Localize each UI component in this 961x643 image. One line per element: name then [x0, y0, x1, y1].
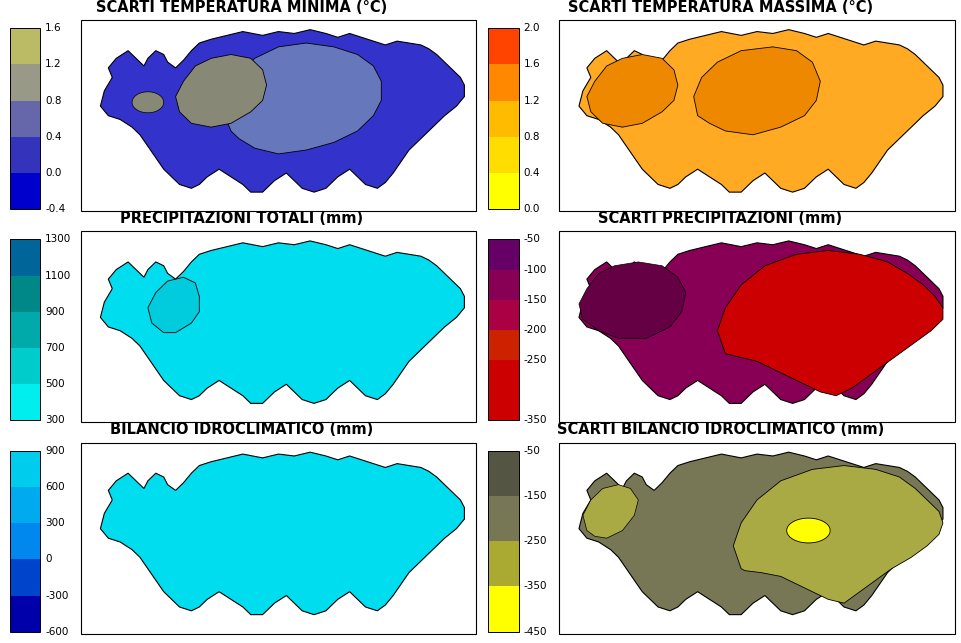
Title: SCARTI TEMPERATURA MASSIMA (°C): SCARTI TEMPERATURA MASSIMA (°C) [567, 0, 872, 15]
Text: 500: 500 [45, 379, 64, 389]
Bar [487, 28, 518, 209]
Text: -450: -450 [523, 627, 547, 637]
Bar [10, 276, 40, 312]
Text: 0.8: 0.8 [523, 132, 539, 142]
Text: 300: 300 [45, 415, 64, 426]
Text: -250: -250 [523, 355, 547, 365]
Bar [10, 451, 40, 487]
Bar [487, 451, 518, 631]
Bar [10, 451, 40, 631]
Bar [558, 20, 954, 212]
Text: 0.4: 0.4 [45, 132, 62, 142]
Bar [487, 586, 518, 631]
Bar [10, 100, 40, 137]
Bar [558, 442, 954, 634]
Text: 0.0: 0.0 [45, 168, 62, 178]
Text: -200: -200 [523, 325, 547, 335]
Text: 1.6: 1.6 [523, 59, 540, 69]
Title: BILANCIO IDROCLIMATICO (mm): BILANCIO IDROCLIMATICO (mm) [110, 422, 373, 437]
Text: 900: 900 [45, 446, 64, 456]
Bar [487, 239, 518, 269]
Title: SCARTI PRECIPITAZIONI (mm): SCARTI PRECIPITAZIONI (mm) [598, 211, 842, 226]
Bar [487, 173, 518, 209]
Bar [487, 64, 518, 100]
Text: -100: -100 [523, 264, 547, 275]
Text: 0.8: 0.8 [45, 96, 62, 105]
Bar [487, 100, 518, 137]
Bar [487, 137, 518, 173]
Bar [10, 348, 40, 385]
Bar [487, 239, 518, 421]
Bar [487, 269, 518, 300]
Bar [10, 64, 40, 100]
Title: SCARTI BILANCIO IDROCLIMATICO (mm): SCARTI BILANCIO IDROCLIMATICO (mm) [556, 422, 883, 437]
Text: 1.2: 1.2 [45, 59, 62, 69]
Text: 1.6: 1.6 [45, 23, 62, 33]
Title: PRECIPITAZIONI TOTALI (mm): PRECIPITAZIONI TOTALI (mm) [120, 211, 363, 226]
Text: -350: -350 [523, 581, 547, 592]
Bar [10, 239, 40, 421]
Bar [10, 239, 40, 276]
Text: 1300: 1300 [45, 235, 71, 244]
Bar [10, 385, 40, 421]
Text: -50: -50 [523, 235, 540, 244]
Text: 0.4: 0.4 [523, 168, 539, 178]
Bar [10, 28, 40, 209]
Text: -600: -600 [45, 627, 68, 637]
Bar [10, 523, 40, 559]
Bar [558, 231, 954, 422]
Text: 0.0: 0.0 [523, 204, 539, 214]
Bar [81, 442, 476, 634]
Bar [487, 330, 518, 360]
Bar [81, 231, 476, 422]
Text: 600: 600 [45, 482, 64, 492]
Bar [487, 300, 518, 330]
Bar [10, 559, 40, 595]
Bar [10, 595, 40, 631]
Text: 700: 700 [45, 343, 64, 353]
Text: -150: -150 [523, 294, 547, 305]
Bar [10, 173, 40, 209]
Text: 300: 300 [45, 518, 64, 528]
Text: -50: -50 [523, 446, 540, 456]
Text: 1100: 1100 [45, 271, 71, 280]
Text: 900: 900 [45, 307, 64, 317]
Bar [10, 487, 40, 523]
Bar [10, 312, 40, 348]
Text: -150: -150 [523, 491, 547, 501]
Text: -350: -350 [523, 415, 547, 426]
Text: 2.0: 2.0 [523, 23, 539, 33]
Bar [487, 541, 518, 586]
Bar [487, 496, 518, 541]
Text: 1.2: 1.2 [523, 96, 540, 105]
Text: -250: -250 [523, 536, 547, 546]
Bar [81, 20, 476, 212]
Text: 0: 0 [45, 554, 52, 565]
Text: -300: -300 [45, 590, 68, 601]
Text: -0.4: -0.4 [45, 204, 65, 214]
Bar [10, 28, 40, 64]
Bar [487, 360, 518, 421]
Bar [487, 451, 518, 496]
Bar [487, 28, 518, 64]
Bar [10, 137, 40, 173]
Title: SCARTI TEMPERATURA MINIMA (°C): SCARTI TEMPERATURA MINIMA (°C) [96, 0, 387, 15]
